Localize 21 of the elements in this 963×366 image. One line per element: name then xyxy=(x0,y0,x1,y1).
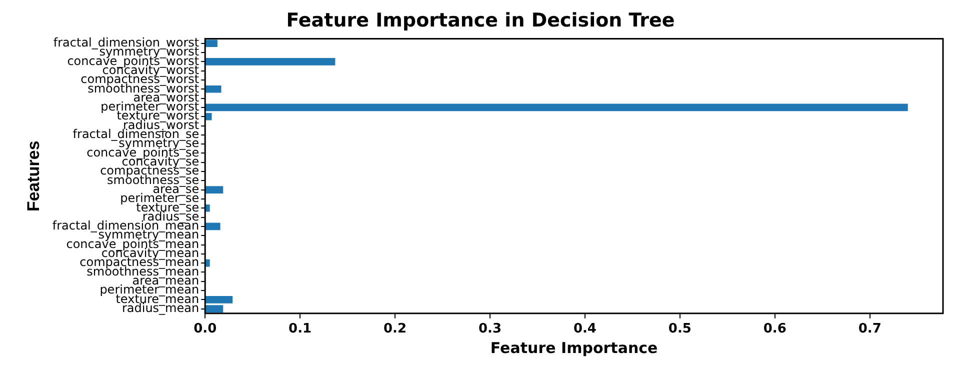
x-tick-label: 0.0 xyxy=(194,322,217,337)
bar xyxy=(206,104,908,112)
bar xyxy=(206,85,222,93)
y-tick-label: fractal_dimension_worst xyxy=(53,36,200,50)
x-tick-label: 0.2 xyxy=(384,322,407,337)
bar xyxy=(206,222,220,230)
y-axis-title: Features xyxy=(24,140,43,212)
chart-title: Feature Importance in Decision Tree xyxy=(286,9,675,32)
bar xyxy=(206,186,224,194)
bar xyxy=(206,40,218,48)
bar xyxy=(206,259,210,267)
x-tick-label: 0.1 xyxy=(288,322,312,337)
x-tick-label: 0.4 xyxy=(573,322,596,337)
x-tick-label: 0.7 xyxy=(858,322,882,337)
x-tick-label: 0.5 xyxy=(668,322,692,337)
bar xyxy=(206,112,212,120)
bar xyxy=(206,58,336,66)
bar xyxy=(206,204,210,212)
x-tick-label: 0.3 xyxy=(478,322,502,337)
x-axis-title: Feature Importance xyxy=(490,338,658,357)
x-tick-label: 0.6 xyxy=(763,322,786,337)
